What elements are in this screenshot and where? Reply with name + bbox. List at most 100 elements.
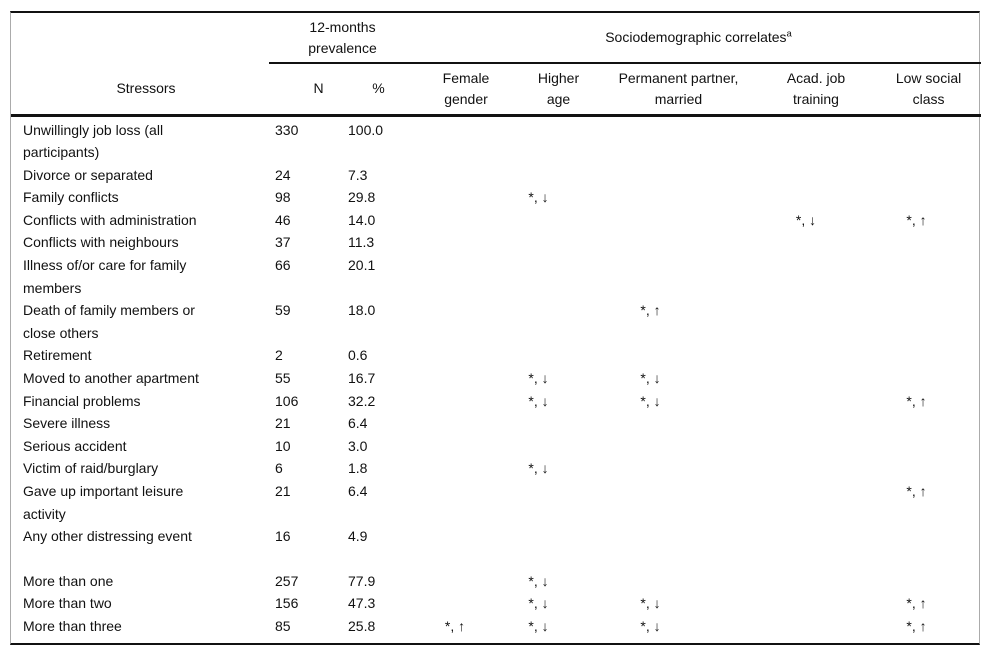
table-row: Illness of/or care for family members 66 … bbox=[11, 254, 981, 299]
table-body: Unwillingly job loss (all participants) 3… bbox=[11, 115, 981, 643]
stressor-label: Conflicts with administration bbox=[23, 211, 197, 228]
low-social-correlate bbox=[876, 412, 981, 435]
pct-value: 32.2 bbox=[348, 392, 376, 409]
table-row: Divorce or separated 24 7.3 bbox=[11, 164, 981, 187]
partner-married-correlate bbox=[601, 186, 756, 209]
female-gender-correlate: *, ↑ bbox=[444, 617, 466, 634]
low-social-correlate bbox=[876, 231, 981, 254]
pct-value: 18.0 bbox=[348, 302, 376, 319]
low-social-correlate: *, ↑ bbox=[906, 617, 927, 634]
pct-value bbox=[341, 548, 416, 570]
higher-age-correlate bbox=[516, 115, 601, 164]
table-row: Family conflicts 98 29.8 *, ↓ bbox=[11, 186, 981, 209]
table-row: Severe illness 21 6.4 bbox=[11, 412, 981, 435]
pct-value: 11.3 bbox=[348, 234, 375, 251]
higher-age-correlate bbox=[516, 164, 601, 187]
higher-age-correlate: *, ↓ bbox=[528, 572, 549, 589]
table-header: 12-months prevalence Sociodemographic co… bbox=[11, 13, 982, 117]
higher-age-column-header: Higher age bbox=[516, 63, 601, 117]
acad-job-correlate bbox=[756, 412, 876, 435]
female-gender-column-header: Female gender bbox=[416, 63, 516, 117]
n-value: 37 bbox=[275, 234, 291, 251]
higher-header-line1: Higher bbox=[537, 69, 580, 86]
acad-job-correlate bbox=[756, 367, 876, 390]
higher-age-correlate: *, ↓ bbox=[528, 370, 549, 387]
pct-value: 77.9 bbox=[348, 572, 376, 589]
higher-header-line2: age bbox=[546, 90, 571, 107]
n-value: 2 bbox=[275, 347, 283, 364]
female-gender-correlate bbox=[416, 344, 516, 367]
female-gender-correlate bbox=[416, 254, 516, 299]
prevalence-group-header: 12-months prevalence bbox=[269, 13, 416, 64]
partner-header-line1: Permanent partner, bbox=[618, 69, 739, 86]
n-value: 98 bbox=[275, 189, 291, 206]
table-row: Unwillingly job loss (all participants) 3… bbox=[11, 115, 981, 164]
stressor-label: More than two bbox=[23, 595, 112, 612]
n-value: 257 bbox=[275, 572, 299, 589]
acad-header-line2: training bbox=[793, 90, 839, 107]
acad-job-correlate bbox=[756, 164, 876, 187]
n-value bbox=[269, 548, 341, 570]
table-row: More than one 257 77.9 *, ↓ bbox=[11, 570, 981, 593]
pct-value: 6.4 bbox=[348, 483, 368, 499]
social-header-line2: class bbox=[912, 90, 945, 107]
stressor-label: Gave up important leisure activity bbox=[23, 483, 184, 522]
pct-value: 47.3 bbox=[348, 595, 376, 612]
female-gender-correlate bbox=[416, 480, 516, 525]
partner-married-correlate bbox=[601, 480, 756, 525]
pct-value: 3.0 bbox=[348, 437, 368, 454]
table-row: Death of family members or close others 5… bbox=[11, 299, 981, 344]
higher-age-correlate: *, ↓ bbox=[528, 595, 549, 612]
table-row: Conflicts with administration 46 14.0 *,… bbox=[11, 209, 981, 232]
low-social-correlate bbox=[876, 570, 981, 593]
partner-header-line2: married bbox=[654, 90, 703, 107]
stressor-label: Divorce or separated bbox=[23, 166, 153, 183]
correlates-header-text: Sociodemographic correlates bbox=[605, 29, 787, 45]
higher-age-correlate bbox=[516, 435, 601, 458]
pct-value: 14.0 bbox=[348, 211, 376, 228]
acad-job-correlate bbox=[756, 480, 876, 525]
partner-married-correlate bbox=[601, 344, 756, 367]
table-row: Moved to another apartment 55 16.7 *, ↓ … bbox=[11, 367, 981, 390]
stressor-label: Financial problems bbox=[23, 392, 141, 409]
table-row: Financial problems 106 32.2 *, ↓ *, ↓ *,… bbox=[11, 390, 981, 413]
higher-age-correlate bbox=[516, 299, 601, 344]
correlates-group-header: Sociodemographic correlatesa bbox=[416, 13, 982, 64]
female-gender-correlate bbox=[416, 570, 516, 593]
higher-age-correlate bbox=[516, 209, 601, 232]
partner-married-correlate bbox=[601, 412, 756, 435]
low-social-correlate bbox=[876, 164, 981, 187]
low-social-correlate: *, ↑ bbox=[906, 483, 927, 499]
partner-married-correlate: *, ↓ bbox=[640, 595, 661, 612]
n-value: 16 bbox=[275, 528, 291, 545]
stressor-label: Illness of/or care for family members bbox=[23, 257, 187, 296]
partner-married-correlate bbox=[601, 231, 756, 254]
partner-married-correlate: *, ↓ bbox=[640, 392, 661, 409]
group-header-row: 12-months prevalence Sociodemographic co… bbox=[11, 13, 982, 64]
table-row: Gave up important leisure activity 21 6.4… bbox=[11, 480, 981, 525]
acad-job-correlate bbox=[756, 457, 876, 480]
low-social-correlate bbox=[876, 435, 981, 458]
partner-married-correlate bbox=[601, 457, 756, 480]
pct-value: 25.8 bbox=[348, 617, 376, 634]
table-row: More than three 85 25.8 *, ↑ *, ↓ *, ↓ *… bbox=[11, 615, 981, 643]
partner-married-correlate bbox=[601, 570, 756, 593]
higher-age-correlate bbox=[516, 480, 601, 525]
higher-age-correlate bbox=[516, 231, 601, 254]
group-empty-cell bbox=[11, 13, 269, 63]
n-column-header: N bbox=[269, 63, 341, 117]
partner-married-correlate bbox=[601, 435, 756, 458]
n-value: 21 bbox=[275, 483, 291, 499]
female-gender-correlate bbox=[416, 209, 516, 232]
female-gender-correlate bbox=[416, 164, 516, 187]
stressor-label: Unwillingly job loss (all participants) bbox=[23, 121, 164, 161]
female-gender-correlate bbox=[416, 367, 516, 390]
table-row: Victim of raid/burglary 6 1.8 *, ↓ bbox=[11, 457, 981, 480]
n-value: 85 bbox=[275, 617, 291, 634]
female-gender-correlate bbox=[416, 548, 516, 570]
prevalence-header-line2: prevalence bbox=[308, 39, 377, 56]
low-social-correlate bbox=[876, 548, 981, 570]
acad-job-correlate bbox=[756, 592, 876, 615]
table-row: Serious accident 10 3.0 bbox=[11, 435, 981, 458]
low-social-correlate bbox=[876, 344, 981, 367]
